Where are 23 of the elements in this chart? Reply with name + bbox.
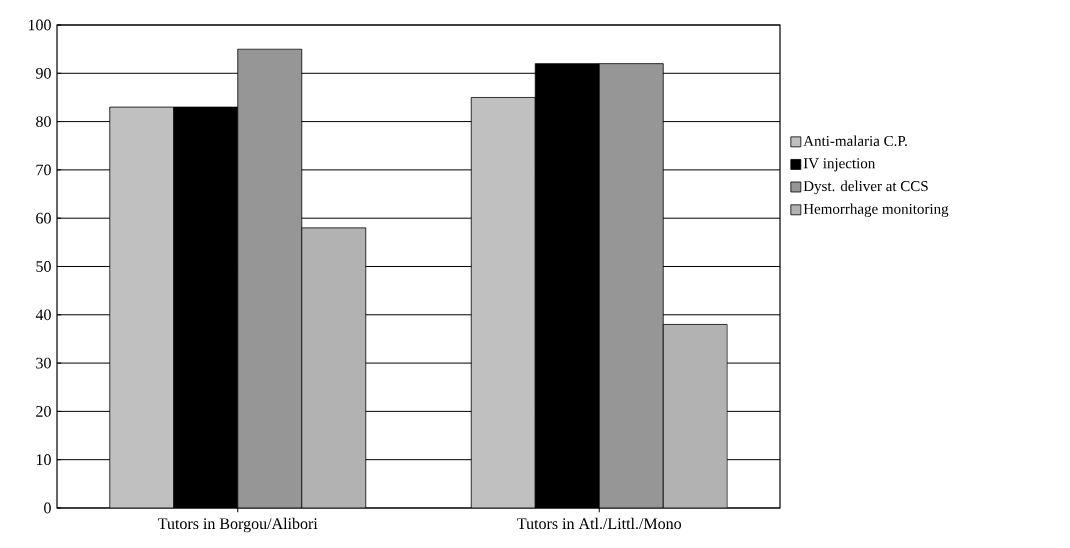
legend-label: Anti-malaria C.P. <box>803 135 907 147</box>
y-tick-label: 10 <box>36 454 51 466</box>
y-tick-label: 90 <box>36 67 51 79</box>
y-tick-label: 80 <box>36 116 51 127</box>
legend-label: Dyst. deliver at CCS <box>803 180 928 195</box>
y-tick-label: 40 <box>35 309 51 321</box>
y-tick-label: 70 <box>36 164 51 176</box>
bar <box>237 48 303 508</box>
y-tick-label: 0 <box>44 502 51 514</box>
y-tick-label: 100 <box>28 19 51 31</box>
bar <box>109 106 175 508</box>
y-tick-label: 60 <box>36 212 51 224</box>
bar <box>598 63 664 508</box>
y-tick-label: 30 <box>36 357 51 369</box>
bar <box>662 324 728 508</box>
x-tick-label: Tutors in Borgou/Alibori <box>158 517 318 533</box>
y-tick-label: 50 <box>36 261 51 272</box>
bar <box>301 227 367 508</box>
x-tick-label: Tutors in Atl./Littl./Mono <box>517 517 682 530</box>
legend-label: IV injection <box>803 158 876 172</box>
y-tick-label: 20 <box>36 406 51 417</box>
bar <box>470 97 536 508</box>
legend-label: Hemorrhage monitoring <box>803 203 949 218</box>
